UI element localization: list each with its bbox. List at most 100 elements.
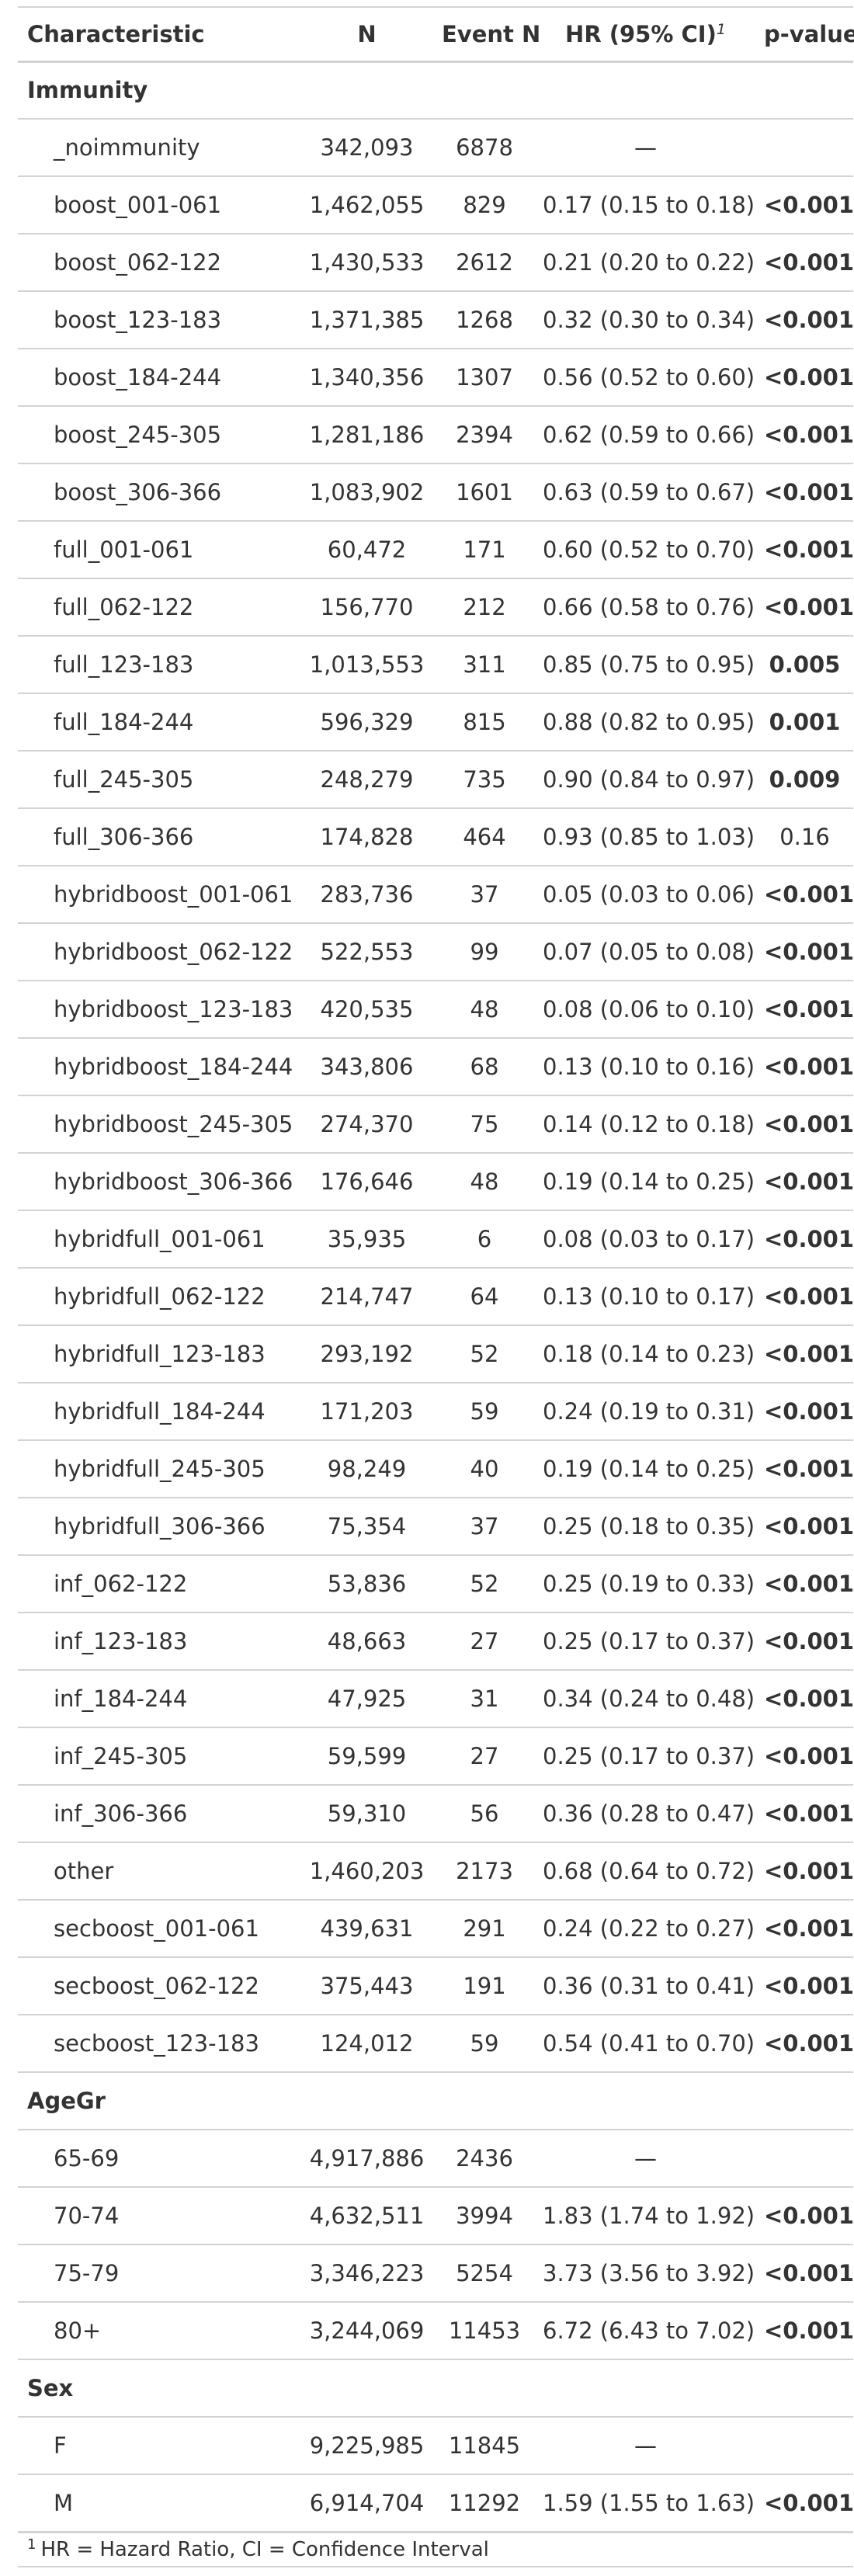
cell-n: 124,012 xyxy=(300,2015,434,2073)
cell-event-n: 2394 xyxy=(434,406,535,464)
cell-n: 60,472 xyxy=(300,521,434,579)
table-row: boost_001-061 1,462,055 829 0.17 (0.15 to 0… xyxy=(18,176,854,234)
cell-n: 6,914,704 xyxy=(300,2474,434,2533)
cell-event-n: 59 xyxy=(434,1383,535,1441)
header-event-n: Event N xyxy=(434,6,540,63)
cell-event-n: 27 xyxy=(434,1613,535,1671)
cell-hr: 0.25 (0.18 to 0.35) xyxy=(535,1498,756,1556)
cell-event-n: 191 xyxy=(434,1957,535,2015)
table-row: inf_123-183 48,663 27 0.25 (0.17 to 0.37) <0… xyxy=(18,1613,854,1671)
row-label: full_001-061 xyxy=(18,521,300,579)
cell-n: 4,632,511 xyxy=(300,2187,434,2245)
table-row: secboost_062-122 375,443 191 0.36 (0.31 to … xyxy=(18,1957,854,2015)
row-label: full_123-183 xyxy=(18,636,300,694)
cell-event-n: 2612 xyxy=(434,234,535,292)
row-label: hybridfull_123-183 xyxy=(18,1325,300,1383)
cell-n: 156,770 xyxy=(300,578,434,637)
cell-n: 4,917,886 xyxy=(300,2130,434,2188)
cell-hr: 0.24 (0.19 to 0.31) xyxy=(535,1383,756,1441)
cell-n: 214,747 xyxy=(300,1268,434,1326)
table-row: _noimmunity 342,093 6878— xyxy=(18,119,853,177)
footnote: 1 HR = Hazard Ratio, CI = Confidence Inte… xyxy=(18,2532,853,2567)
table-row: inf_245-305 59,599 27 0.25 (0.17 to 0.37) <0… xyxy=(18,1727,854,1786)
cell-p-value: <0.001 xyxy=(756,1613,854,1671)
table-row: hybridfull_245-305 98,249 40 0.19 (0.14 to … xyxy=(18,1440,854,1498)
cell-p-value: <0.001 xyxy=(756,1268,854,1326)
cell-p-value xyxy=(756,2417,853,2475)
cell-p-value xyxy=(756,119,853,177)
cell-p-value: <0.001 xyxy=(756,1153,854,1211)
table-row: hybridfull_123-183 293,192 52 0.18 (0.14 to… xyxy=(18,1325,854,1383)
table-row: hybridboost_062-122 522,553 99 0.07 (0.05 t… xyxy=(18,923,854,981)
row-label: boost_001-061 xyxy=(18,176,300,234)
cell-hr: 0.68 (0.64 to 0.72) xyxy=(535,1842,756,1901)
row-label: inf_245-305 xyxy=(18,1727,300,1786)
footnote-mark: 1 xyxy=(716,20,726,38)
row-label: F xyxy=(18,2417,300,2475)
cell-event-n: 6878 xyxy=(434,119,535,177)
table-row: hybridboost_306-366 176,646 48 0.19 (0.14 t… xyxy=(18,1153,854,1211)
cell-event-n: 11292 xyxy=(434,2474,535,2533)
cell-hr: — xyxy=(535,2417,756,2475)
cell-n: 596,329 xyxy=(300,693,434,752)
cell-n: 176,646 xyxy=(300,1153,434,1211)
cell-hr: 0.36 (0.31 to 0.41) xyxy=(535,1957,756,2015)
cell-event-n: 1601 xyxy=(434,463,535,522)
cell-hr: 0.93 (0.85 to 1.03) xyxy=(535,808,756,866)
row-label: boost_062-122 xyxy=(18,234,300,292)
table-row: hybridboost_184-244 343,806 68 0.13 (0.10 t… xyxy=(18,1038,854,1096)
row-label: hybridfull_062-122 xyxy=(18,1268,300,1326)
cell-n: 343,806 xyxy=(300,1038,434,1096)
header-n: N xyxy=(300,6,434,63)
cell-n: 53,836 xyxy=(300,1555,434,1613)
cell-p-value: <0.001 xyxy=(756,1670,854,1728)
cell-hr: 0.21 (0.20 to 0.22) xyxy=(535,234,756,292)
cell-n: 174,828 xyxy=(300,808,434,866)
table-row: full_062-122 156,770 212 0.66 (0.58 to 0.76… xyxy=(18,578,854,637)
cell-event-n: 829 xyxy=(434,176,535,234)
cell-n: 1,462,055 xyxy=(300,176,434,234)
header-hr: HR (95% CI)1 xyxy=(535,6,756,63)
row-label: hybridfull_001-061 xyxy=(18,1210,300,1269)
cell-hr: 0.25 (0.19 to 0.33) xyxy=(535,1555,756,1613)
cell-event-n: 1307 xyxy=(434,349,535,407)
row-label: hybridboost_245-305 xyxy=(18,1095,300,1154)
cell-event-n: 464 xyxy=(434,808,535,866)
footnote-text: HR = Hazard Ratio, CI = Confidence Inter… xyxy=(40,2537,489,2561)
cell-p-value: <0.001 xyxy=(756,578,854,637)
row-label: hybridboost_001-061 xyxy=(18,866,300,924)
cell-event-n: 291 xyxy=(434,1900,535,1958)
cell-n: 375,443 xyxy=(300,1957,434,2015)
cell-event-n: 311 xyxy=(434,636,535,694)
cell-n: 1,083,902 xyxy=(300,463,434,522)
table-row: full_123-183 1,013,553 311 0.85 (0.75 to 0.… xyxy=(18,636,853,694)
cell-n: 274,370 xyxy=(300,1095,434,1154)
cell-p-value: <0.001 xyxy=(756,1957,854,2015)
cell-n: 3,244,069 xyxy=(300,2302,434,2360)
table-row: 80+ 3,244,069 11453 6.72 (6.43 to 7.02) <0.0… xyxy=(18,2302,854,2360)
cell-n: 9,225,985 xyxy=(300,2417,434,2475)
row-label: inf_184-244 xyxy=(18,1670,300,1728)
table-row: full_245-305 248,279 735 0.90 (0.84 to 0.97… xyxy=(18,751,853,809)
row-label: hybridboost_184-244 xyxy=(18,1038,300,1096)
cell-hr: 0.05 (0.03 to 0.06) xyxy=(535,866,756,924)
row-label: boost_306-366 xyxy=(18,463,300,522)
cell-p-value: <0.001 xyxy=(756,1210,854,1269)
cell-hr: 1.83 (1.74 to 1.92) xyxy=(535,2187,756,2245)
cell-p-value xyxy=(756,2130,853,2188)
cell-event-n: 52 xyxy=(434,1555,535,1613)
cell-p-value: <0.001 xyxy=(756,349,854,407)
cell-p-value: <0.001 xyxy=(756,1038,854,1096)
cell-hr: 0.08 (0.06 to 0.10) xyxy=(535,981,756,1039)
table-row: inf_184-244 47,925 31 0.34 (0.24 to 0.48) <0… xyxy=(18,1670,854,1728)
cell-hr: 0.36 (0.28 to 0.47) xyxy=(535,1785,756,1843)
cell-event-n: 6 xyxy=(434,1210,535,1269)
cell-event-n: 2173 xyxy=(434,1842,535,1901)
row-label: 80+ xyxy=(18,2302,300,2360)
cell-n: 439,631 xyxy=(300,1900,434,1958)
row-label: hybridboost_306-366 xyxy=(18,1153,300,1211)
cell-p-value: <0.001 xyxy=(756,1095,854,1154)
cell-hr: 0.19 (0.14 to 0.25) xyxy=(535,1153,756,1211)
cell-hr: 0.85 (0.75 to 0.95) xyxy=(535,636,756,694)
cell-p-value: <0.001 xyxy=(756,234,854,292)
